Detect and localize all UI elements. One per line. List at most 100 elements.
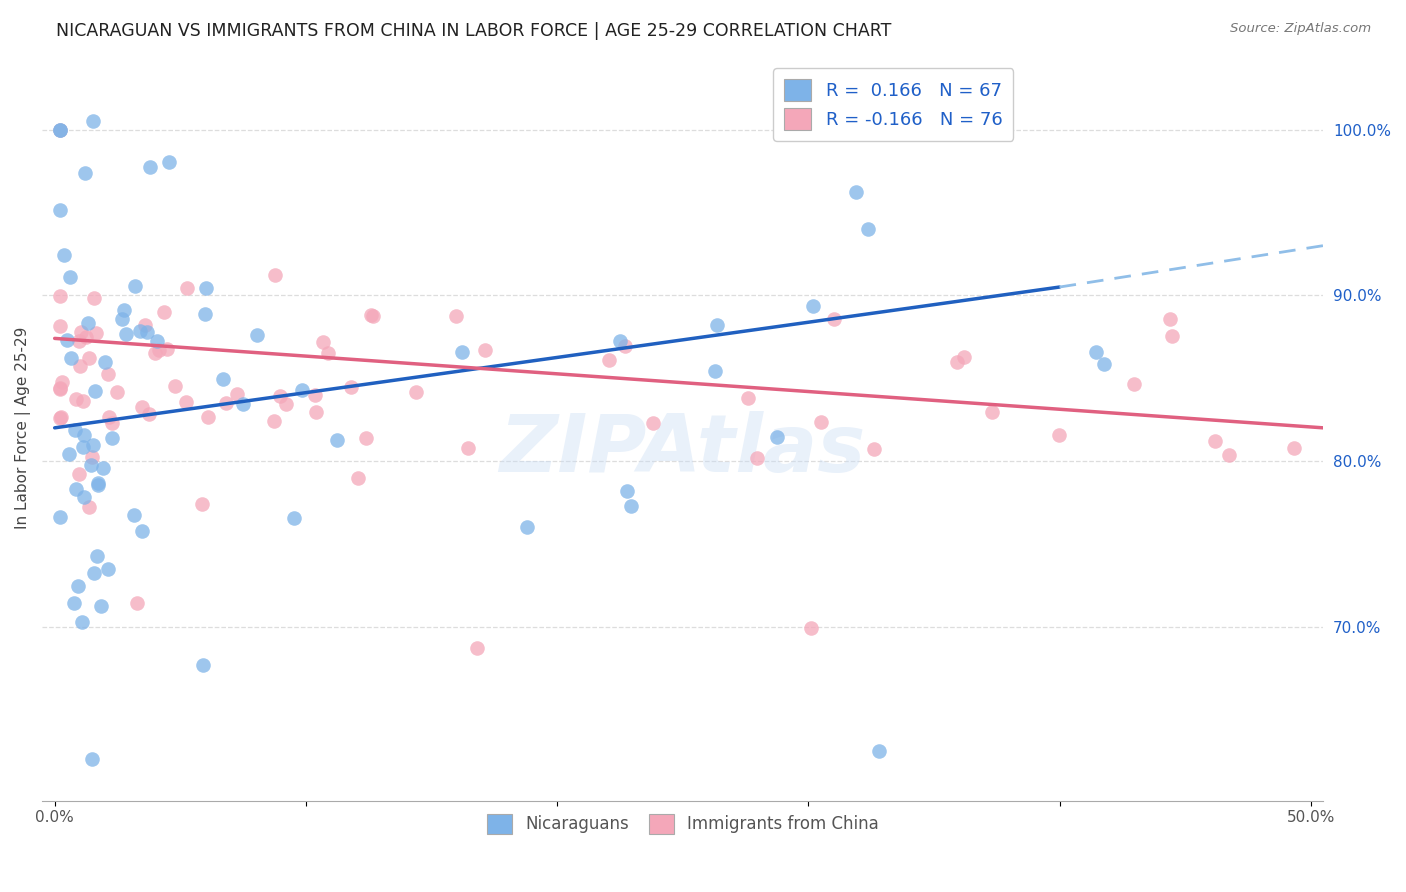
Point [135,326,157,340]
Point [737,392,759,406]
Point [946,355,969,369]
Point [704,363,727,377]
Point [360,308,382,322]
Point [263,414,285,428]
Point [165,378,187,392]
Point [613,338,636,352]
Point [77,351,100,365]
Point [101,432,124,446]
Point [444,309,467,323]
Point [73,490,96,504]
Point [156,342,179,356]
Point [619,499,641,513]
Point [283,511,305,525]
Point [60,351,83,365]
Point [862,442,884,456]
Point [48,509,70,524]
Point [318,346,340,360]
Point [49,289,72,303]
Point [405,385,427,400]
Point [48,410,70,425]
Point [72,440,94,454]
Point [616,484,638,499]
Point [48,122,70,136]
Point [598,352,620,367]
Y-axis label: In Labor Force | Age 25-29: In Labor Force | Age 25-29 [15,326,31,529]
Point [354,431,377,445]
Point [868,744,890,758]
Text: NICARAGUAN VS IMMIGRANTS FROM CHINA IN LABOR FORCE | AGE 25-29 CORRELATION CHART: NICARAGUAN VS IMMIGRANTS FROM CHINA IN L… [56,22,891,40]
Point [1282,441,1305,455]
Point [97,562,120,576]
Point [127,596,149,610]
Point [347,471,370,485]
Point [1161,328,1184,343]
Point [1122,377,1144,392]
Point [153,304,176,318]
Point [952,350,974,364]
Point [84,384,107,399]
Point [48,381,70,395]
Point [176,281,198,295]
Point [1047,428,1070,442]
Text: ZIPAtlas: ZIPAtlas [499,411,866,489]
Point [58,446,80,460]
Point [291,384,314,398]
Point [82,438,104,452]
Point [97,367,120,381]
Point [48,122,70,136]
Point [83,291,105,305]
Point [93,355,115,369]
Point [981,405,1004,419]
Point [70,615,93,629]
Point [83,566,105,580]
Point [340,379,363,393]
Point [326,433,349,447]
Point [305,404,328,418]
Text: Source: ZipAtlas.com: Source: ZipAtlas.com [1230,22,1371,36]
Point [48,318,70,333]
Point [143,345,166,359]
Point [101,416,124,430]
Point [457,442,479,456]
Point [69,359,91,373]
Point [1092,357,1115,371]
Point [111,312,134,326]
Point [810,416,832,430]
Point [87,475,110,490]
Point [197,410,219,425]
Point [69,325,91,339]
Point [474,343,496,357]
Point [1159,311,1181,326]
Point [516,520,538,534]
Point [112,303,135,318]
Point [823,311,845,326]
Point [72,393,94,408]
Point [215,395,238,409]
Point [465,640,488,655]
Point [1218,448,1240,462]
Point [274,397,297,411]
Point [765,430,787,444]
Point [82,114,104,128]
Point [146,334,169,348]
Point [48,122,70,136]
Point [304,388,326,402]
Point [86,549,108,563]
Point [65,392,87,406]
Point [157,155,180,169]
Point [48,202,70,217]
Point [745,450,768,465]
Point [52,248,75,262]
Point [134,318,156,332]
Point [65,482,87,496]
Point [124,508,146,522]
Point [56,333,79,347]
Point [193,657,215,672]
Point [73,428,96,442]
Point [73,166,96,180]
Point [77,500,100,515]
Point [706,318,728,333]
Point [91,461,114,475]
Point [138,408,160,422]
